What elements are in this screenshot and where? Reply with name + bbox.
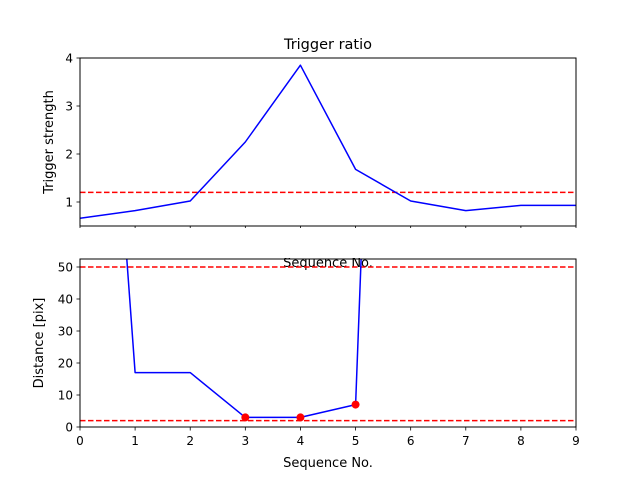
- x-tick-label: 0: [76, 434, 84, 448]
- y-tick-label: 2: [65, 148, 73, 162]
- y-tick-label: 4: [65, 52, 73, 66]
- x-axis-label: Sequence No.: [283, 256, 373, 271]
- axes-frame: [79, 258, 577, 428]
- axes-frame: [79, 57, 577, 227]
- y-tick-label: 40: [58, 293, 73, 307]
- axes-background: [60, 228, 580, 258]
- x-tick-label: 4: [297, 434, 305, 448]
- clipped-series: [80, 259, 576, 422]
- data-point: [241, 413, 250, 422]
- x-tick-label: 2: [186, 434, 194, 448]
- x-tick-label: 6: [407, 434, 415, 448]
- x-tick-label: 3: [242, 434, 250, 448]
- y-tick-label: 3: [65, 100, 73, 114]
- plot-area: [80, 259, 576, 422]
- y-axis-label: Distance [pix]: [32, 298, 47, 389]
- chart-title: Trigger ratio: [283, 37, 372, 53]
- x-tick-label: 5: [352, 434, 360, 448]
- y-tick-label: 30: [58, 325, 73, 339]
- trigger-ratio-chart: Trigger ratio 01234567891234 Sequence No…: [42, 37, 580, 271]
- axis-ticks: 0 1 2 3 4 5 6 7 8 9 0 10 20 30 40 50: [58, 261, 580, 449]
- clipped-series: [80, 64, 576, 220]
- data-point: [351, 400, 360, 409]
- y-tick-label: 10: [58, 389, 73, 403]
- y-tick-label: 1: [65, 196, 73, 210]
- series-line: [80, 64, 576, 220]
- x-tick-label: 8: [517, 434, 525, 448]
- y-tick-label: 20: [58, 357, 73, 371]
- y-tick-label: 50: [58, 261, 73, 275]
- plot-area: [80, 64, 576, 220]
- distance-chart: 0 1 2 3 4 5 6 7 8 9 0 10 20 30 40 50 Sequence No. Dista…: [32, 228, 580, 471]
- y-axis-label: Trigger strength: [42, 90, 57, 195]
- x-tick-label: 9: [572, 434, 580, 448]
- x-tick-label: 7: [462, 434, 470, 448]
- y-tick-label: 0: [65, 421, 73, 435]
- x-axis-label: Sequence No.: [283, 456, 373, 471]
- x-tick-label: 1: [131, 434, 139, 448]
- data-point: [296, 413, 305, 422]
